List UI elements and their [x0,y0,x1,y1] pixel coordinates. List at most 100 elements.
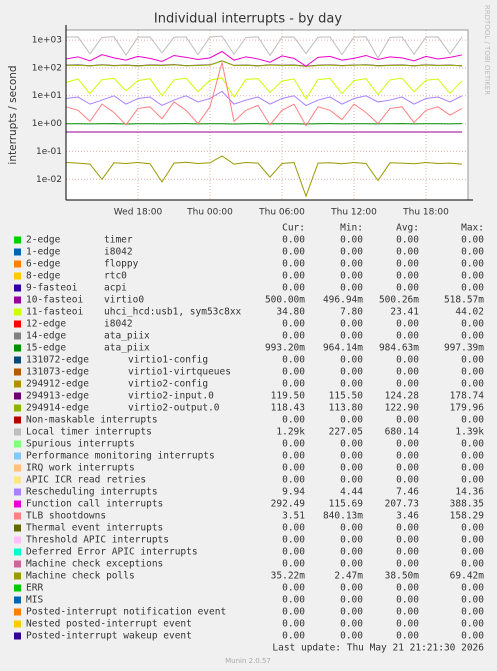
legend-max: 0.00 [461,535,484,546]
legend-avg: 0.00 [396,595,419,606]
legend-min: 0.00 [340,247,363,258]
legend-min: 0.00 [340,523,363,534]
legend-swatch [14,560,21,568]
legend-name: Deferred Error APIC interrupts [26,547,198,558]
legend-max: 0.00 [461,259,484,270]
legend-name: Non-maskable interrupts [26,415,158,426]
legend-cur: 0.00 [282,415,305,426]
legend-min: 0.00 [340,415,363,426]
legend-max: 0.00 [461,439,484,450]
legend-device: virtio1-config [128,355,208,366]
legend-name: 11-fasteoi [26,307,83,318]
x-tick-label: Thu 00:00 [186,208,233,218]
legend-avg: 0.00 [396,547,419,558]
y-tick-label: 1e+00 [32,119,63,129]
legend-cur: 119.50 [271,391,306,402]
legend-name: 6-edge [26,259,61,270]
x-tick-label: Thu 18:00 [402,208,449,218]
series-line [65,155,463,198]
legend-avg: 122.90 [385,403,420,414]
legend-min: 0.00 [340,475,363,486]
y-tick-label: 1e+01 [32,91,62,101]
legend-swatch [14,404,21,412]
legend-max: 388.35 [450,499,484,510]
legend-min: 0.00 [340,319,363,330]
y-tick-label: 1e-02 [36,175,62,185]
legend-swatch [14,632,21,640]
legend-min: 0.00 [340,235,363,246]
legend-min: 2.47m [334,571,363,582]
legend-min: 115.50 [329,391,364,402]
legend-avg: 0.00 [396,367,419,378]
legend-min: 115.69 [329,499,364,510]
series-line [65,35,463,60]
legend-avg: 38.50m [385,571,420,582]
legend-avg: 0.00 [396,319,419,330]
legend-max: 158.29 [450,511,485,522]
legend-max: 0.00 [461,619,484,630]
legend-swatch [14,512,21,520]
legend-swatch [14,488,21,496]
legend-name: 8-edge [26,271,61,282]
legend-swatch [14,248,21,256]
legend-name: Posted-interrupt notification event [26,607,226,618]
legend-avg: 0.00 [396,475,419,486]
legend-max: 0.00 [461,331,484,342]
legend-avg: 0.00 [396,631,419,642]
legend-avg: 0.00 [396,523,419,534]
legend-device: ata_piix [104,343,150,354]
legend-max: 0.00 [461,415,484,426]
legend-name: 14-edge [26,331,66,342]
legend-avg: 7.46 [396,487,419,498]
legend-avg: 0.00 [396,607,419,618]
legend-swatch [14,584,21,592]
legend-min: 0.00 [340,559,363,570]
x-tick-label: Wed 18:00 [114,208,163,218]
legend-avg: 500.26m [379,295,419,306]
legend-header: Cur: [282,223,305,234]
series-line [65,62,463,127]
legend-max: 518.57m [444,295,484,306]
legend-device: ata_piix [104,331,150,342]
legend-swatch [14,308,21,316]
legend-name: 294914-edge [26,403,89,414]
legend-min: 0.00 [340,271,363,282]
series-line [65,50,463,67]
legend-max: 0.00 [461,559,484,570]
legend-min: 0.00 [340,631,363,642]
legend-max: 14.36 [455,487,484,498]
legend-cur: 3.51 [282,511,305,522]
legend-min: 0.00 [340,451,363,462]
legend-min: 964.14m [323,343,363,354]
legend-min: 227.05 [329,427,363,438]
legend-avg: 0.00 [396,619,419,630]
legend-max: 0.00 [461,235,484,246]
legend-max: 0.00 [461,583,484,594]
legend-swatch [14,536,21,544]
legend-max: 69.42m [450,571,485,582]
legend-name: 131072-edge [26,355,89,366]
legend-max: 0.00 [461,547,484,558]
legend-device: acpi [104,283,127,294]
legend-name: 294912-edge [26,379,89,390]
legend-max: 0.00 [461,271,484,282]
legend-swatch [14,356,21,364]
legend-cur: 0.00 [282,439,305,450]
legend-swatch [14,392,21,400]
legend-avg: 0.00 [396,355,419,366]
legend-swatch [14,260,21,268]
legend-name: 15-edge [26,343,66,354]
legend-cur: 0.00 [282,475,305,486]
legend-name: 9-fasteoi [26,283,78,294]
legend-cur: 993.20m [265,343,305,354]
legend-cur: 9.94 [282,487,305,498]
legend-avg: 3.46 [396,511,419,522]
legend-swatch [14,380,21,388]
legend-name: 10-fasteoi [26,295,83,306]
legend-avg: 0.00 [396,235,419,246]
legend-max: 44.02 [455,307,484,318]
legend-swatch [14,500,21,508]
legend-device: virtio2-config [128,379,208,390]
legend-min: 0.00 [340,439,363,450]
